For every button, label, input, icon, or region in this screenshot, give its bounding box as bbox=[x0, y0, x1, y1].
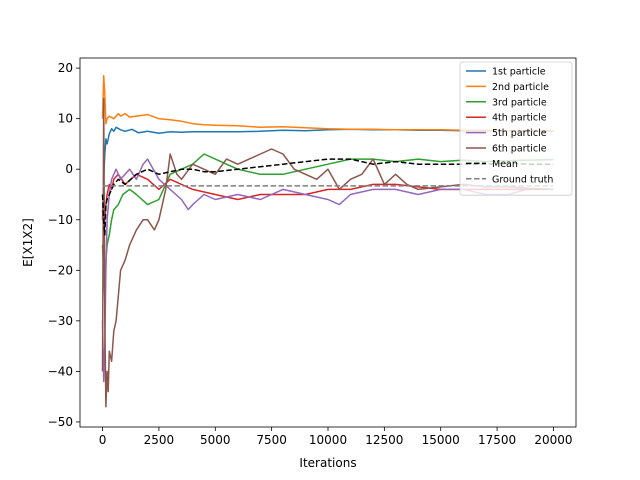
x-tick-label: 2500 bbox=[144, 433, 175, 447]
x-tick-label: 15000 bbox=[422, 433, 460, 447]
legend: 1st particle 2nd particle 3rd particle 4th … bbox=[459, 61, 573, 196]
legend-entry: 3rd particle bbox=[492, 97, 547, 108]
series-line-6th-particle bbox=[101, 97, 554, 408]
x-tick-label: 20000 bbox=[534, 433, 572, 447]
legend-entry: Mean bbox=[492, 159, 518, 170]
x-axis: 0 2500 5000 7500 10000 12500 15000 17500 20000 bbox=[99, 427, 573, 447]
series-line-5th-particle bbox=[101, 158, 527, 383]
x-tick-label: 5000 bbox=[200, 433, 231, 447]
series-line-mean bbox=[101, 158, 554, 236]
y-axis: −50 −40 −30 −20 −10 0 10 20 bbox=[48, 61, 80, 429]
legend-entry: Ground truth bbox=[492, 174, 553, 185]
y-tick-label: −50 bbox=[48, 415, 73, 429]
x-tick-label: 7500 bbox=[256, 433, 287, 447]
legend-box bbox=[459, 61, 573, 196]
legend-entry: 5th particle bbox=[492, 128, 547, 139]
x-tick-label: 0 bbox=[99, 433, 107, 447]
series-line-4th-particle bbox=[101, 173, 554, 231]
x-tick-label: 12500 bbox=[365, 433, 403, 447]
y-tick-label: 20 bbox=[58, 61, 73, 75]
series-line-3rd-particle bbox=[101, 153, 554, 302]
x-axis-label: Iterations bbox=[299, 456, 356, 470]
y-tick-label: 10 bbox=[58, 112, 73, 126]
y-tick-label: −30 bbox=[48, 314, 73, 328]
x-tick-label: 17500 bbox=[478, 433, 516, 447]
y-tick-label: −20 bbox=[48, 263, 73, 277]
legend-entry: 4th particle bbox=[492, 113, 547, 124]
x-tick-label: 10000 bbox=[309, 433, 347, 447]
legend-entry: 1st particle bbox=[492, 67, 546, 78]
y-tick-label: −40 bbox=[48, 364, 73, 378]
series-line-2nd-particle bbox=[101, 74, 554, 132]
y-tick-label: −10 bbox=[48, 213, 73, 227]
legend-entry: 6th particle bbox=[492, 144, 547, 155]
series-layer bbox=[101, 74, 554, 408]
y-tick-label: 0 bbox=[65, 162, 73, 176]
legend-entry: 2nd particle bbox=[492, 82, 549, 93]
y-axis-label: E[X1X2] bbox=[21, 218, 35, 267]
